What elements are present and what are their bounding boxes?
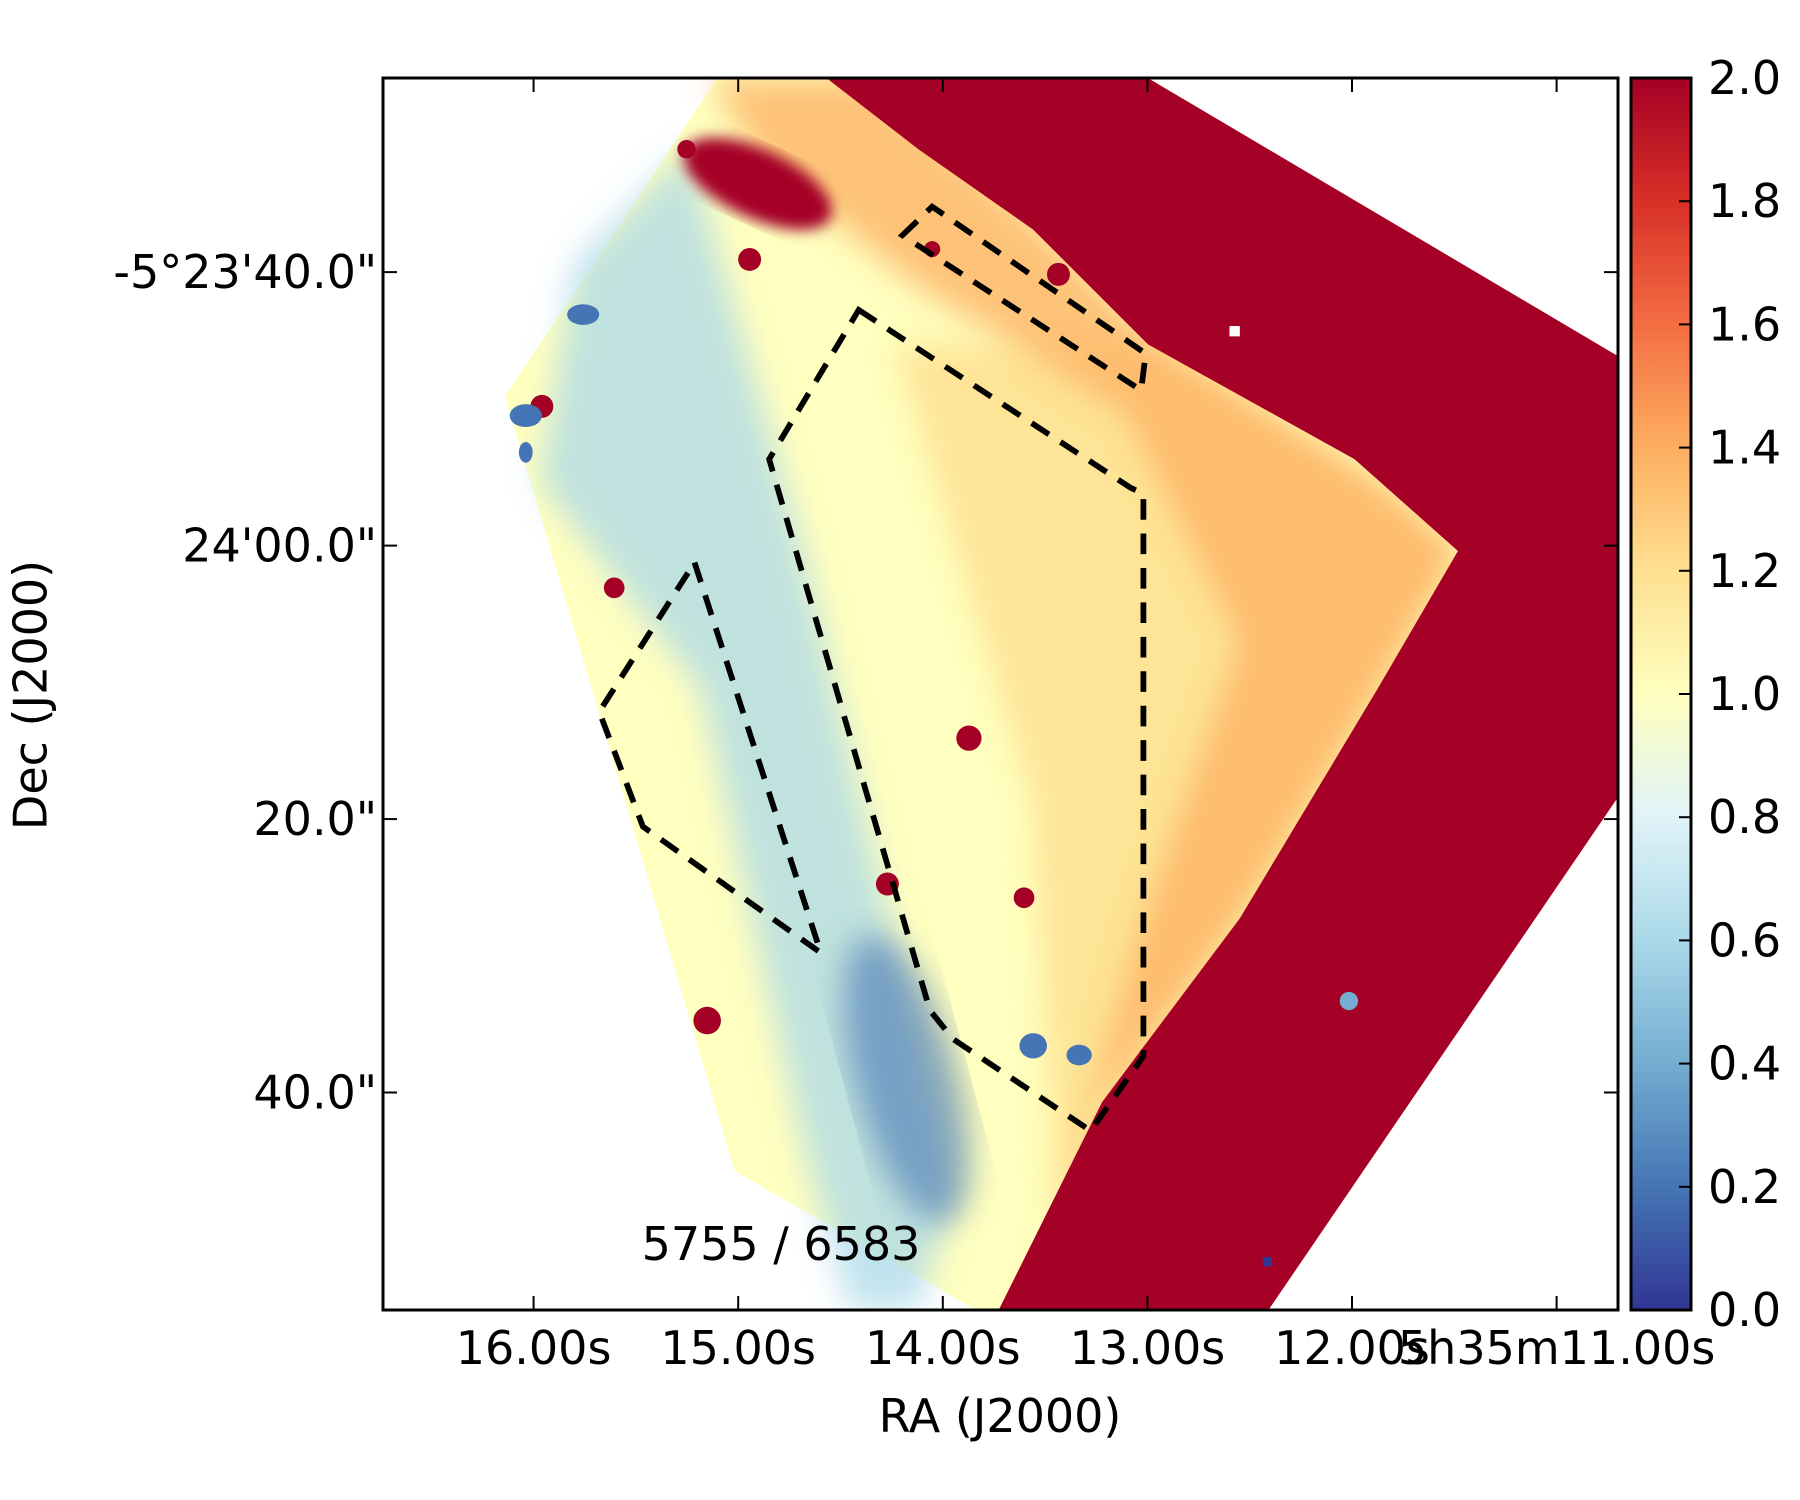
map-spot: [738, 247, 762, 271]
map-spot: [1339, 991, 1359, 1011]
map-spot: [693, 1006, 721, 1035]
map-spot: [677, 140, 696, 159]
map-spot: [603, 577, 625, 599]
map-region: [683, 137, 832, 230]
map-image: [505, 78, 1618, 1310]
colorbar-tick-label: 0.0: [1708, 1283, 1781, 1337]
region-outline: [766, 305, 1147, 1135]
x-tick-label: 13.00s: [1070, 1321, 1226, 1375]
x-tick-label: 16.00s: [456, 1321, 612, 1375]
map-region: [826, 78, 1618, 1310]
x-axis-label: RA (J2000): [879, 1389, 1122, 1443]
colorbar-tick-label: 1.2: [1708, 544, 1781, 598]
colorbar-tick-label: 2.0: [1708, 51, 1781, 105]
axes-frame: [381, 76, 1620, 1312]
map-region: [843, 934, 971, 1224]
map-spot: [1019, 1033, 1047, 1059]
x-tick-label: 14.00s: [865, 1321, 1021, 1375]
map-spot: [1066, 1044, 1092, 1066]
colorbar-tick-label: 1.4: [1708, 421, 1781, 475]
colorbar-tick-label: 0.6: [1708, 913, 1781, 967]
map-spot: [956, 725, 982, 751]
map-spot: [567, 304, 600, 325]
region-outline: [897, 202, 1149, 396]
y-axis-label: Dec (J2000): [4, 560, 58, 830]
x-tick-label: 12.00s: [1274, 1321, 1430, 1375]
y-tick-label: 24'00.0": [182, 519, 377, 573]
colorbar-tick-label: 1.6: [1708, 297, 1781, 351]
annotation: 5755 / 6583: [642, 1217, 921, 1271]
map-spot: [1229, 326, 1240, 337]
map-spot: [509, 404, 542, 428]
map-spot: [518, 441, 533, 463]
x-tick-label: 15.00s: [660, 1321, 816, 1375]
y-tick-label: 20.0": [253, 792, 377, 846]
x-tick-label: 5h35m11.00s: [1398, 1321, 1715, 1375]
colorbar-tick-label: 0.2: [1708, 1160, 1781, 1214]
colorbar-tick-label: 1.0: [1708, 667, 1781, 721]
map-spot: [1046, 262, 1070, 286]
colorbar-tick-label: 1.8: [1708, 174, 1781, 228]
map-region: [711, 78, 1458, 1310]
y-tick-label: 40.0": [253, 1065, 377, 1119]
map-spot: [1262, 1257, 1272, 1267]
map-spot: [1013, 887, 1035, 909]
colorbar-tick-label: 0.4: [1708, 1037, 1781, 1091]
colorbar-tick-label: 0.8: [1708, 790, 1781, 844]
y-tick-label: -5°23'40.0": [113, 245, 377, 299]
region-outline: [596, 555, 827, 961]
